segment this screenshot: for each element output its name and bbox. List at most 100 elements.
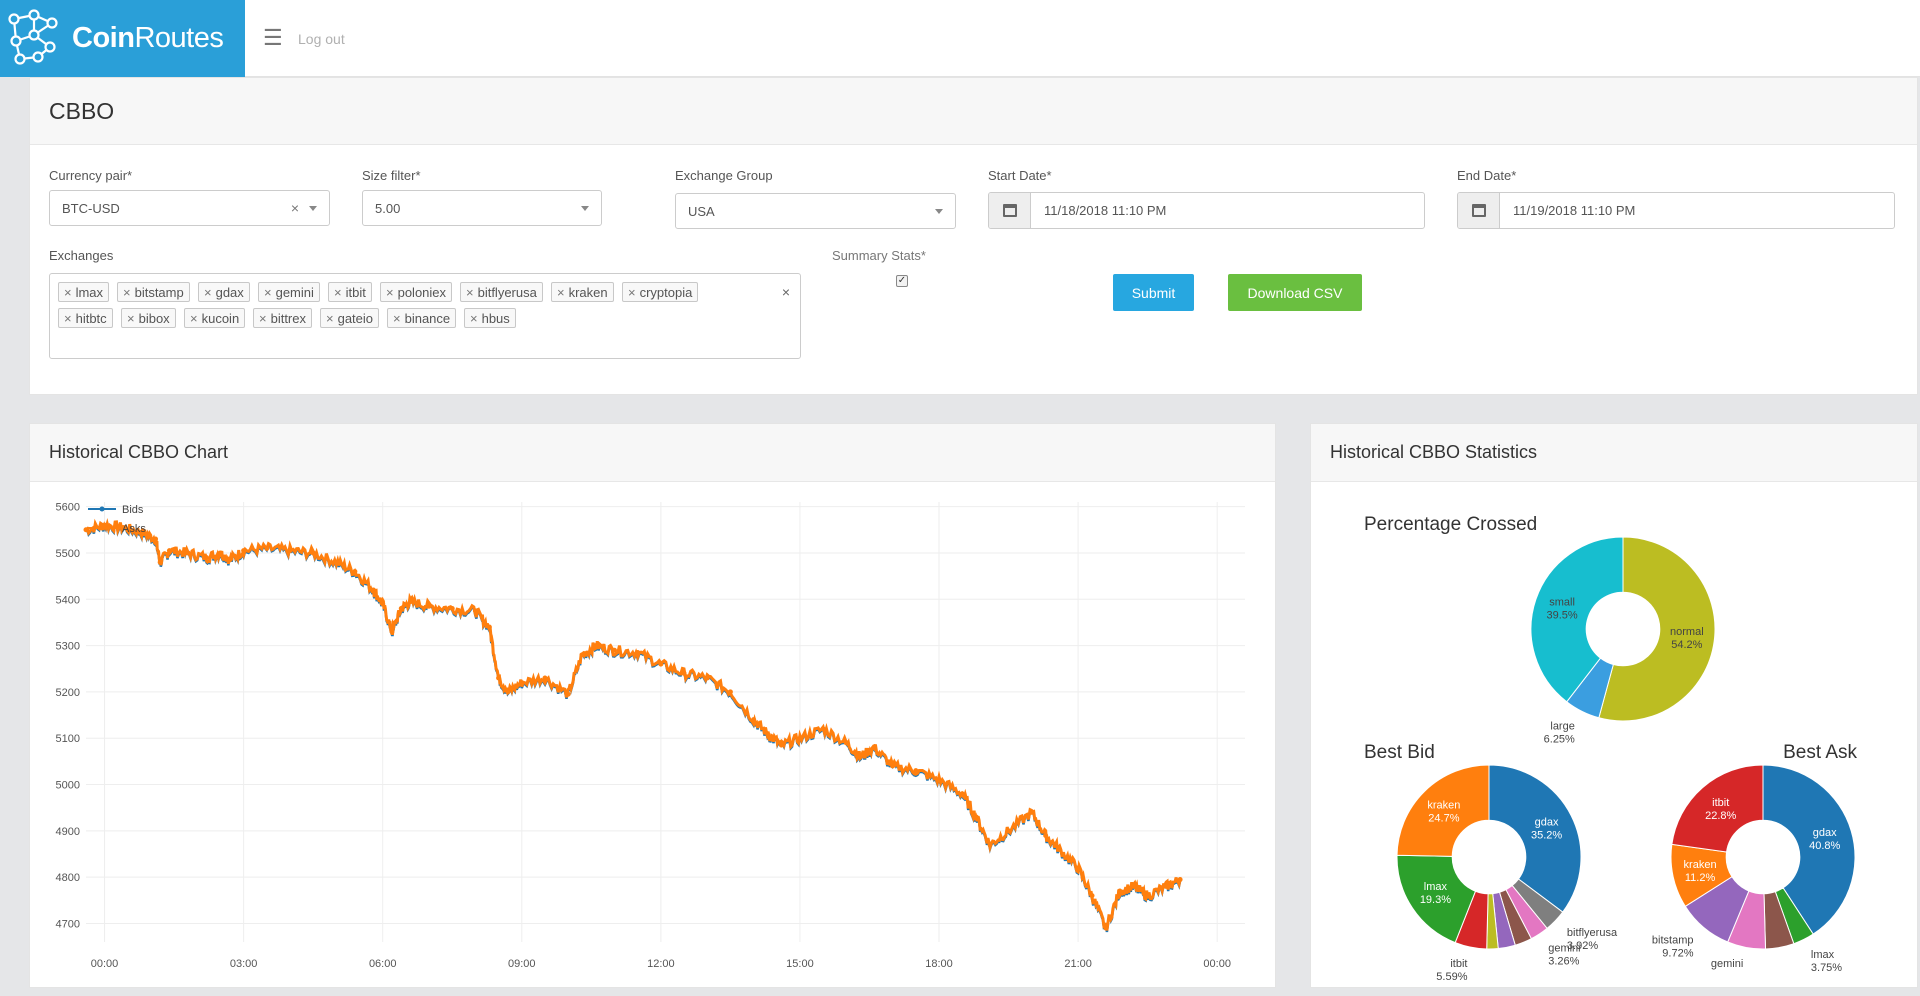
remove-tag-icon[interactable]: × <box>557 284 565 300</box>
asks-data-point <box>398 606 404 612</box>
remove-tag-icon[interactable]: × <box>190 310 198 326</box>
currency-pair-select[interactable]: BTC-USD × <box>49 190 330 226</box>
remove-tag-icon[interactable]: × <box>123 284 131 300</box>
exchange-tag[interactable]: × gdax <box>198 282 250 302</box>
x-tick-label: 18:00 <box>925 958 953 970</box>
remove-tag-icon[interactable]: × <box>386 284 394 300</box>
asks-data-point <box>204 555 210 561</box>
summary-stats-checkbox[interactable]: ✓ <box>896 275 908 287</box>
exchange-tag[interactable]: × binance <box>387 308 457 328</box>
legend-marker <box>99 525 105 531</box>
exchange-tag[interactable]: × cryptopia <box>622 282 699 302</box>
remove-tag-icon[interactable]: × <box>264 284 272 300</box>
asks-data-point <box>496 675 502 681</box>
x-tick-label: 00:00 <box>1203 958 1231 970</box>
remove-tag-icon[interactable]: × <box>64 310 72 326</box>
exchange-tag[interactable]: × bittrex <box>253 308 312 328</box>
coinroutes-logo[interactable]: CoinRoutes <box>0 0 245 77</box>
download-csv-button[interactable]: Download CSV <box>1228 274 1362 311</box>
exchange-tag[interactable]: × bitflyerusa <box>460 282 543 302</box>
hamburger-icon[interactable]: ☰ <box>263 25 283 50</box>
remove-tag-icon[interactable]: × <box>259 310 267 326</box>
remove-tag-icon[interactable]: × <box>393 310 401 326</box>
asks-data-point <box>287 548 293 554</box>
asks-data-point <box>1103 925 1109 931</box>
asks-data-point <box>1177 876 1183 882</box>
exchange-tag[interactable]: × gemini <box>258 282 320 302</box>
pie-slice-label: lmax <box>1424 881 1448 893</box>
pie-outside-label: large <box>1550 721 1574 733</box>
remove-tag-icon[interactable]: × <box>204 284 212 300</box>
remove-tag-icon[interactable]: × <box>127 310 135 326</box>
logout-link[interactable]: Log out <box>298 31 345 47</box>
remove-tag-icon[interactable]: × <box>628 284 636 300</box>
bids-series-line <box>85 520 1182 933</box>
exchange-tag[interactable]: × gateio <box>320 308 380 328</box>
y-tick-label: 4900 <box>56 826 80 838</box>
molecule-network-icon <box>4 5 66 72</box>
exchange-tag[interactable]: × kucoin <box>184 308 246 328</box>
pie-title: Best Bid <box>1364 742 1435 763</box>
logo-text: CoinRoutes <box>72 22 224 54</box>
exchanges-multiselect[interactable]: × × lmax × bitstamp × gdax × gemini × itbit × polon… <box>49 273 801 359</box>
pie-slice-label: 19.3% <box>1420 894 1451 906</box>
exchange-tag[interactable]: × poloniex <box>380 282 453 302</box>
asks-data-point <box>871 744 877 750</box>
asks-data-point <box>120 524 126 530</box>
historical-chart-panel: Historical CBBO Chart 5600 5500 5400 5300 52… <box>29 423 1276 988</box>
clear-all-icon[interactable]: × <box>781 284 790 300</box>
asks-data-point <box>973 814 979 820</box>
pie-slice-label: kraken <box>1684 859 1717 871</box>
pie-outside-label: bitflyerusa <box>1567 927 1618 939</box>
remove-tag-icon[interactable]: × <box>334 284 342 300</box>
asks-data-point <box>217 550 223 556</box>
exchange-tag[interactable]: × hitbtc <box>58 308 113 328</box>
y-tick-label: 5200 <box>56 687 80 699</box>
x-tick-label: 12:00 <box>647 958 675 970</box>
asks-data-point <box>472 608 478 614</box>
end-date-input[interactable]: 11/19/2018 11:10 PM <box>1457 192 1895 229</box>
asks-data-point <box>333 559 339 565</box>
pie-slice-label: gdax <box>1813 827 1837 839</box>
exchange-tag[interactable]: × lmax <box>58 282 110 302</box>
calendar-icon[interactable] <box>989 193 1031 228</box>
exchange-tag-label: gateio <box>337 310 374 326</box>
start-date-value: 11/18/2018 11:10 PM <box>1044 203 1167 218</box>
pie-slice-lmax <box>1396 854 1477 944</box>
asks-data-point <box>635 650 641 656</box>
clear-icon[interactable]: × <box>290 200 299 216</box>
exchange-tag-label: itbit <box>345 284 366 300</box>
pie-slice-label: 39.5% <box>1546 610 1577 622</box>
asks-data-point <box>913 768 919 774</box>
asks-data-point <box>153 536 159 542</box>
pie-slice-label: gdax <box>1535 817 1559 829</box>
exchange-tag[interactable]: × bitstamp <box>117 282 190 302</box>
remove-tag-icon[interactable]: × <box>64 284 72 300</box>
cbbo-line-chart[interactable]: 5600 5500 5400 5300 5200 5100 5000 4900 4800 4700… <box>30 482 1275 987</box>
asks-data-point <box>1075 865 1081 871</box>
pie-slice-normal <box>1598 536 1716 722</box>
exchange-tag-label: hitbtc <box>75 310 107 326</box>
start-date-input[interactable]: 11/18/2018 11:10 PM <box>988 192 1425 229</box>
asks-data-point <box>1006 828 1012 834</box>
exchange-tag[interactable]: × itbit <box>328 282 372 302</box>
asks-data-point <box>449 606 455 612</box>
pie-slice-label: kraken <box>1427 800 1460 812</box>
remove-tag-icon[interactable]: × <box>326 310 334 326</box>
remove-tag-icon[interactable]: × <box>466 284 474 300</box>
size-filter-select[interactable]: 5.00 <box>362 190 602 226</box>
exchange-tag[interactable]: × kraken <box>551 282 614 302</box>
asks-data-point <box>565 691 571 697</box>
remove-tag-icon[interactable]: × <box>470 310 478 326</box>
submit-button[interactable]: Submit <box>1113 274 1194 311</box>
pie-outside-label: 9.72% <box>1662 948 1693 960</box>
calendar-icon[interactable] <box>1458 193 1500 228</box>
exchange-tag[interactable]: × bibox <box>121 308 176 328</box>
y-tick-label: 5000 <box>56 780 80 792</box>
exchange-tag-label: bitflyerusa <box>477 284 537 300</box>
pie-slice-label: normal <box>1670 626 1704 638</box>
exchange-group-select[interactable]: USA <box>675 193 956 229</box>
exchange-tag[interactable]: × hbus <box>464 308 516 328</box>
exchange-tag-label: gdax <box>215 284 244 300</box>
